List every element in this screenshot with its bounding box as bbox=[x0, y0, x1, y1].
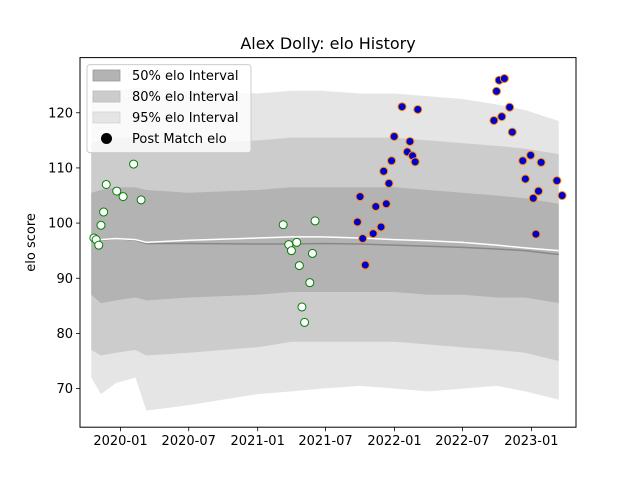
legend-swatch-80 bbox=[92, 90, 121, 103]
legend-label-post-match: Post Match elo bbox=[132, 132, 227, 147]
legend-box bbox=[86, 64, 252, 154]
plot-frame bbox=[79, 57, 577, 428]
post-match-point bbox=[497, 112, 507, 122]
post-match-point bbox=[278, 220, 288, 230]
post-match-point bbox=[310, 216, 320, 226]
post-match-point bbox=[355, 192, 365, 202]
post-match-point bbox=[499, 74, 509, 84]
post-match-points bbox=[89, 74, 567, 327]
post-match-point bbox=[286, 246, 296, 256]
post-match-point bbox=[492, 86, 502, 96]
x-tick-label: 2021-07 bbox=[298, 434, 352, 449]
post-match-point bbox=[96, 220, 106, 230]
post-match-point bbox=[557, 191, 567, 201]
x-tick-label: 2022-07 bbox=[435, 434, 489, 449]
band-50 bbox=[91, 187, 559, 304]
y-tick-label: 70 bbox=[56, 382, 73, 397]
post-match-point bbox=[518, 156, 528, 166]
post-match-point bbox=[410, 157, 420, 167]
post-match-point bbox=[297, 302, 307, 312]
post-match-point bbox=[536, 157, 546, 167]
post-match-point bbox=[371, 202, 381, 212]
y-tick-label: 110 bbox=[48, 161, 73, 176]
center-lines bbox=[91, 236, 559, 256]
x-tick-label: 2020-01 bbox=[93, 434, 147, 449]
x-tick-label: 2023-01 bbox=[504, 434, 558, 449]
post-match-point bbox=[101, 179, 111, 189]
post-match-point bbox=[376, 222, 386, 232]
post-match-point bbox=[534, 186, 544, 196]
post-match-point bbox=[99, 207, 109, 217]
post-match-point bbox=[531, 229, 541, 239]
post-match-point bbox=[379, 166, 389, 176]
legend: 50% elo Interval 80% elo Interval 95% el… bbox=[86, 64, 252, 154]
post-match-point bbox=[489, 115, 499, 125]
post-match-point bbox=[505, 102, 515, 112]
post-match-point bbox=[94, 240, 104, 250]
post-match-point bbox=[112, 186, 122, 196]
y-tick-label: 100 bbox=[48, 217, 73, 232]
post-match-point bbox=[397, 102, 407, 112]
post-match-point bbox=[358, 234, 368, 244]
post-match-point bbox=[292, 237, 302, 247]
post-match-point bbox=[384, 178, 394, 188]
post-match-point bbox=[300, 317, 310, 327]
post-match-point bbox=[389, 131, 399, 141]
post-match-point bbox=[520, 174, 530, 184]
y-tick-label: 80 bbox=[56, 327, 73, 342]
chart-title: Alex Dolly: elo History bbox=[240, 34, 415, 53]
post-match-point bbox=[413, 104, 423, 114]
x-tick-label: 2022-01 bbox=[367, 434, 421, 449]
legend-swatch-95 bbox=[92, 111, 121, 124]
legend-label-80: 80% elo Interval bbox=[132, 90, 239, 105]
post-match-point bbox=[352, 217, 362, 227]
interval-bands bbox=[91, 87, 559, 411]
post-match-point bbox=[136, 195, 146, 205]
x-axis-ticks: 2020-01 2020-07 2021-01 2021-07 2022-01 2022-… bbox=[93, 427, 559, 449]
x-tick-label: 2020-07 bbox=[162, 434, 216, 449]
post-match-point bbox=[305, 278, 315, 288]
legend-label-50: 50% elo Interval bbox=[132, 69, 239, 84]
post-match-point bbox=[360, 260, 370, 270]
post-match-point bbox=[405, 136, 415, 146]
post-match-point bbox=[307, 248, 317, 258]
y-axis-ticks: 70 80 90 100 110 120 bbox=[48, 106, 80, 397]
x-tick-label: 2021-01 bbox=[231, 434, 285, 449]
post-match-point bbox=[552, 176, 562, 186]
y-axis-label: elo score bbox=[24, 213, 39, 272]
legend-marker-post-match bbox=[101, 133, 112, 144]
y-tick-label: 120 bbox=[48, 106, 73, 121]
y-tick-label: 90 bbox=[56, 272, 73, 287]
legend-swatch-50 bbox=[92, 69, 121, 82]
post-match-point bbox=[381, 199, 391, 209]
post-match-point bbox=[528, 193, 538, 203]
legend-label-95: 95% elo Interval bbox=[132, 111, 239, 126]
post-match-point bbox=[507, 127, 517, 137]
post-match-point bbox=[526, 150, 536, 160]
median-line bbox=[91, 236, 559, 252]
post-match-point bbox=[118, 192, 128, 202]
post-match-point bbox=[294, 261, 304, 271]
post-match-point bbox=[129, 159, 139, 169]
post-match-point bbox=[387, 156, 397, 166]
post-match-point bbox=[368, 229, 378, 239]
